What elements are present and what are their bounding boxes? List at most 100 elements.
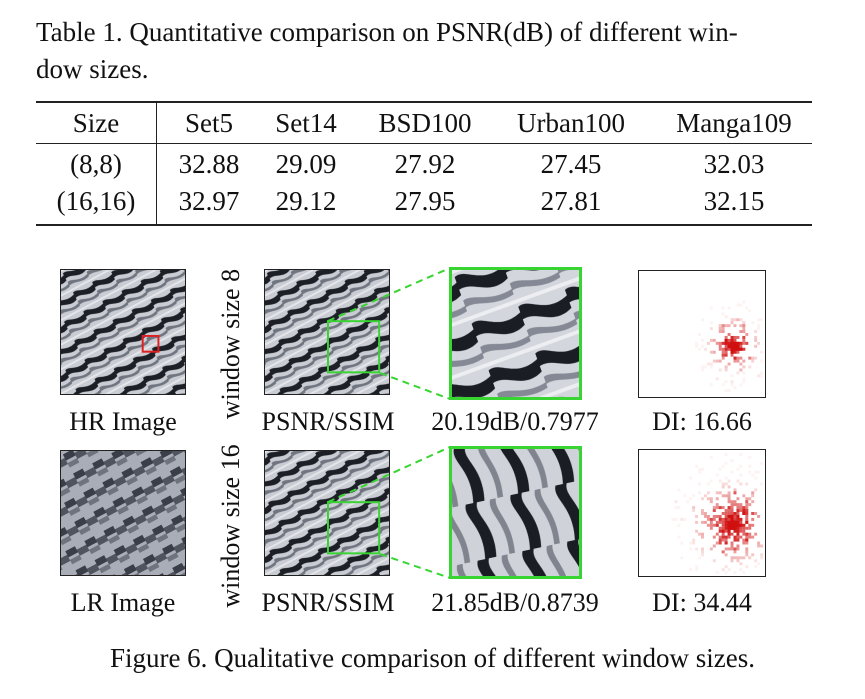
heatmap-cell xyxy=(748,556,752,560)
heatmap-cell xyxy=(751,321,755,325)
heatmap-cell xyxy=(736,497,740,501)
heatmap-cell xyxy=(718,506,722,510)
heatmap-cell xyxy=(742,556,746,560)
heatmap-cell xyxy=(736,318,740,322)
heatmap-cell xyxy=(689,568,693,572)
heatmap-cell xyxy=(701,365,704,369)
heatmap-cell xyxy=(745,333,749,336)
heatmap-cell xyxy=(721,306,725,310)
heatmap-cell xyxy=(736,514,740,518)
heatmap-cell xyxy=(718,344,722,348)
heatmap-cell xyxy=(701,553,704,557)
heatmap-cell xyxy=(706,362,710,366)
psnr-table: Size Set5 Set14 BSD100 Urban100 Manga109… xyxy=(36,101,812,226)
heatmap-cell xyxy=(748,497,752,501)
heatmap-cell xyxy=(751,491,755,495)
heatmap-cell xyxy=(757,544,761,548)
heatmap-cell xyxy=(760,461,764,465)
heatmap-cell xyxy=(721,383,725,387)
heatmap-cell xyxy=(703,514,707,518)
heatmap-cell xyxy=(721,526,725,530)
heatmap-cell xyxy=(733,547,737,551)
heatmap-cell xyxy=(701,344,704,348)
di-value-row-2: DI: 34.44 xyxy=(652,588,752,617)
heatmap-cell xyxy=(754,335,758,339)
heatmap-cell xyxy=(733,359,737,363)
heatmap-cell xyxy=(745,500,749,504)
heatmap-cell xyxy=(742,324,746,328)
heatmap-cell xyxy=(727,526,731,530)
heatmap-cell xyxy=(724,547,728,551)
heatmap-cell xyxy=(748,470,752,474)
heatmap-cell xyxy=(751,359,755,363)
header-urban100: Urban100 xyxy=(517,108,625,138)
heatmap-cell xyxy=(698,333,702,336)
heatmap-cell xyxy=(745,547,749,551)
heatmap-cell xyxy=(754,338,758,342)
heatmap-cell xyxy=(739,523,743,527)
heatmap-cell xyxy=(689,547,693,551)
heatmap-cell xyxy=(730,532,734,536)
heatmap-cell xyxy=(724,526,728,530)
heatmap-cell xyxy=(727,535,731,539)
heatmap-cell xyxy=(727,341,731,345)
heatmap-cell xyxy=(730,470,734,474)
heatmap-cell xyxy=(703,347,707,351)
heatmap-cell xyxy=(745,341,749,345)
heatmap-cell xyxy=(695,344,699,348)
heatmap-cell xyxy=(754,470,758,474)
heatmap-cell xyxy=(736,318,740,322)
heatmap-cell xyxy=(727,389,731,393)
table-row-2-urban100: 27.81 xyxy=(540,186,602,216)
heatmap-cell xyxy=(760,374,764,378)
heatmap-cell xyxy=(736,544,740,548)
heatmap-cell xyxy=(709,479,713,483)
heatmap-cell xyxy=(721,327,725,331)
heatmap-cell xyxy=(733,335,737,339)
heatmap-cell xyxy=(751,500,755,504)
heatmap-cell xyxy=(742,377,746,381)
heatmap-cell xyxy=(739,535,743,539)
heatmap-cell xyxy=(736,350,740,354)
heatmap-cell xyxy=(736,547,740,551)
heatmap-cell xyxy=(745,520,749,524)
heatmap-cell xyxy=(745,565,749,569)
heatmap-cell xyxy=(736,559,740,563)
heatmap-cell xyxy=(730,556,734,560)
heatmap-cell xyxy=(709,523,713,527)
heatmap-cell xyxy=(757,374,761,378)
heatmap-cell xyxy=(727,485,731,489)
heatmap-cell xyxy=(730,512,734,515)
heatmap-cell xyxy=(727,491,731,495)
heatmap-cell xyxy=(733,356,737,360)
heatmap-cell xyxy=(730,350,734,354)
heatmap-cell xyxy=(695,547,699,551)
heatmap-cell xyxy=(745,497,749,501)
heatmap-cell xyxy=(736,341,740,345)
heatmap-cell xyxy=(745,553,749,557)
heatmap-cell xyxy=(733,556,737,560)
heatmap-cell xyxy=(727,306,731,310)
heatmap-cell xyxy=(715,377,719,381)
heatmap-cell xyxy=(677,523,681,527)
side-label-window-size-16: window size 16 xyxy=(216,444,245,608)
heatmap-cell xyxy=(718,541,722,545)
heatmap-cell xyxy=(695,529,699,533)
heatmap-cell xyxy=(757,327,761,331)
heatmap-cell xyxy=(721,356,725,360)
table-row-2-bsd100: 27.95 xyxy=(394,186,456,216)
heatmap-cell xyxy=(709,321,713,325)
heatmap-cell xyxy=(724,461,728,465)
heatmap-cell xyxy=(736,479,740,483)
heatmap-cell xyxy=(715,532,719,536)
heatmap-cell xyxy=(721,330,725,334)
heatmap-cell xyxy=(757,514,761,518)
heatmap-cell xyxy=(695,565,699,569)
hr-image-label: HR Image xyxy=(69,407,177,436)
heatmap-cell xyxy=(709,497,713,501)
heatmap-cell xyxy=(724,380,728,384)
heatmap-cell xyxy=(748,523,752,527)
table-row-1-urban100: 27.45 xyxy=(540,149,602,179)
heatmap-cell xyxy=(727,494,731,498)
heatmap-cell xyxy=(721,482,725,486)
